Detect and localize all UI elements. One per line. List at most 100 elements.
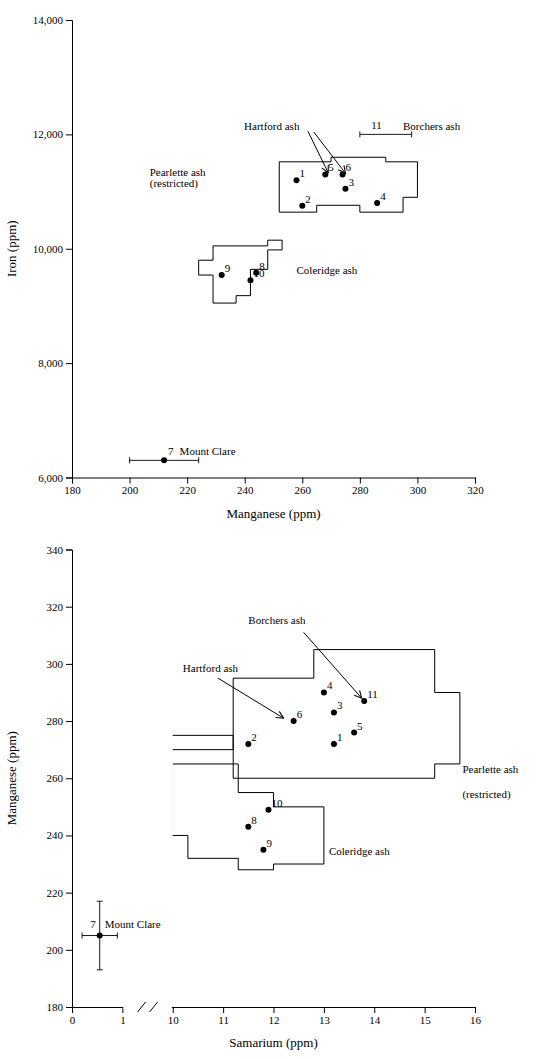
x-tick-label: 15 [420, 1014, 432, 1026]
y-tick-mark [66, 20, 72, 21]
y-axis-title: Manganese (ppm) [4, 731, 19, 825]
point-label: 10 [253, 267, 265, 279]
y-tick-label: 340 [47, 544, 64, 556]
y-tick-mark [66, 1007, 72, 1008]
y-tick-label: 6,000 [38, 472, 63, 484]
x-tick: 15 [420, 1007, 432, 1026]
x-axis: 180 200 220 240 260 280 300 320 [64, 478, 484, 497]
x-tick-label: 10 [168, 1014, 180, 1026]
error-point-label: 7 [168, 445, 174, 457]
x-tick-label: 1 [120, 1014, 126, 1026]
x-tick-mark [417, 478, 418, 484]
point-label: 11 [367, 688, 378, 700]
x-tick-mark [324, 1007, 325, 1013]
x-tick: 200 [122, 478, 139, 497]
x-tick-label: 240 [237, 484, 254, 496]
y-tick-mark [66, 664, 72, 665]
x-tick-label: 260 [295, 484, 312, 496]
point-label: 10 [271, 797, 283, 809]
y-tick: 260 [47, 772, 73, 784]
point-label: 9 [266, 837, 272, 849]
y-axis: 180 200 220 240 260 280 300 320 340 [47, 544, 73, 1014]
arrow [218, 678, 283, 718]
y-tick: 300 [47, 658, 73, 670]
polygon-outline [172, 764, 324, 870]
point-label: 3 [348, 176, 354, 188]
y-tick-mark [66, 835, 72, 836]
x-tick: 1 [120, 1007, 126, 1026]
point-label: 2 [305, 193, 311, 205]
panel: 0110111213141516180200220240260280300320… [4, 544, 519, 1050]
x-tick-mark [245, 478, 246, 484]
plot-marks [82, 632, 460, 969]
x-tick-mark [302, 478, 303, 484]
axis-break [123, 1002, 171, 1012]
y-axis-title: Iron (ppm) [4, 220, 19, 277]
x-tick: 260 [295, 478, 312, 497]
figure: 1802002202402602803003206,0008,00010,000… [0, 0, 550, 1059]
y-tick: 220 [47, 887, 73, 899]
x-tick: 0 [70, 1007, 76, 1026]
y-tick: 180 [47, 1001, 73, 1013]
point-label: 9 [225, 262, 231, 274]
polygon-outline [199, 240, 282, 303]
annotation: Borchers ash [248, 614, 306, 626]
x-tick: 13 [319, 1007, 331, 1026]
error-point [161, 457, 167, 463]
x-tick-mark [475, 1007, 476, 1013]
y-tick: 6,000 [38, 472, 72, 484]
y-tick-mark [66, 607, 72, 608]
y-tick-label: 320 [47, 601, 64, 613]
y-tick: 8,000 [38, 357, 72, 369]
polygon-outline [170, 650, 460, 779]
error-point [97, 933, 103, 939]
annotation: Coleridge ash [329, 845, 390, 857]
point-label: 6 [297, 708, 303, 720]
point-label: 4 [327, 679, 333, 691]
y-tick: 200 [47, 944, 73, 956]
x-tick: 220 [179, 478, 196, 497]
x-tick: 300 [410, 478, 427, 497]
y-tick-label: 280 [47, 715, 64, 727]
annotation: (restricted) [150, 177, 199, 190]
x-axis-line [73, 478, 476, 484]
x-tick: 320 [467, 478, 484, 497]
x-axis-title: Manganese (ppm) [226, 506, 320, 521]
x-tick-label: 12 [269, 1014, 280, 1026]
annotation: Hartford ash [183, 662, 239, 674]
x-tick-mark [173, 1007, 174, 1013]
y-tick-mark [66, 478, 72, 479]
x-axis: 0110111213141516 [70, 1007, 482, 1026]
error-point-name: Mount Clare [105, 918, 161, 930]
x-error-bar [360, 131, 412, 137]
y-axis-line [66, 550, 73, 1008]
x-tick: 14 [369, 1007, 381, 1026]
y-axis-line [66, 21, 73, 479]
point-label: 8 [251, 814, 257, 826]
point-label: 6 [346, 161, 352, 173]
error-point-name: Mount Clare [180, 445, 236, 457]
plot-marks [130, 131, 418, 463]
x-tick-mark [475, 478, 476, 484]
x-tick: 280 [352, 478, 369, 497]
y-tick-label: 14,000 [33, 14, 64, 26]
arrow [314, 132, 346, 173]
x-axis-title: Samarium (ppm) [229, 1035, 317, 1050]
y-tick-label: 12,000 [33, 128, 64, 140]
x-tick-mark [360, 478, 361, 484]
point-label: 1 [300, 167, 306, 179]
y-tick-label: 240 [47, 829, 64, 841]
y-tick-mark [66, 893, 72, 894]
x-tick-label: 280 [352, 484, 369, 496]
x-tick: 12 [269, 1007, 280, 1026]
x-tick-label: 0 [70, 1014, 76, 1026]
y-tick-label: 300 [47, 658, 64, 670]
y-tick-label: 180 [47, 1001, 64, 1013]
point-label: 4 [380, 190, 386, 202]
point-label: 3 [337, 699, 343, 711]
y-tick-mark [66, 249, 72, 250]
x-tick-label: 180 [64, 484, 81, 496]
y-tick-mark [66, 363, 72, 364]
annotation: Borchers ash [403, 120, 461, 132]
y-axis: 6,0008,00010,00012,00014,000 [33, 14, 73, 484]
